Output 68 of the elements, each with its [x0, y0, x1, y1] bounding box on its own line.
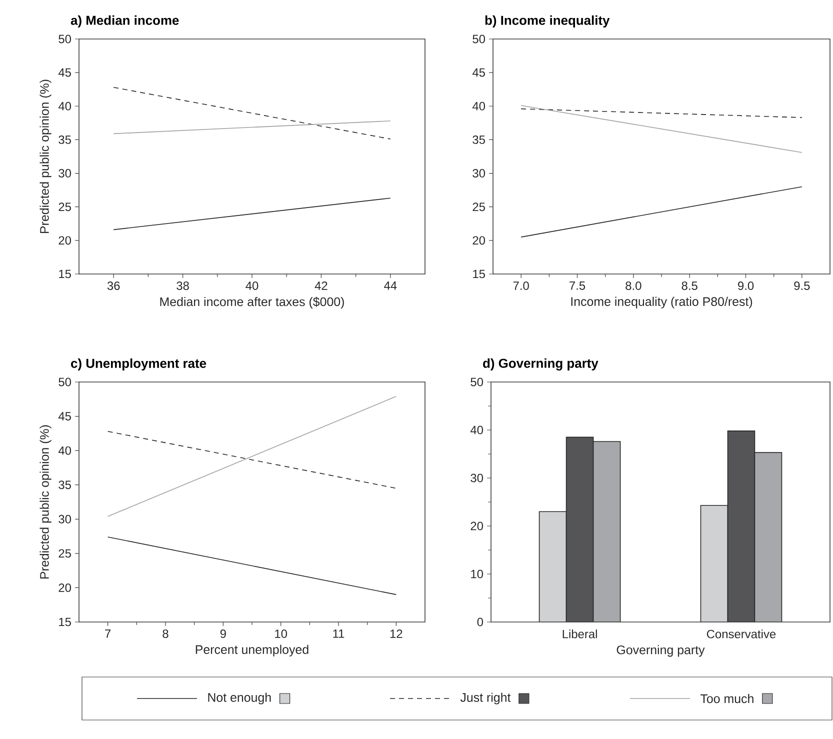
y-tick-label: 15	[59, 270, 71, 278]
x-tick-label: 8.0	[626, 282, 642, 290]
x-tick-label: Liberal	[562, 630, 597, 638]
y-axis-title: Predicted public opinion (%)	[40, 80, 52, 234]
y-tick-label: 10	[471, 570, 484, 578]
bar	[592, 441, 621, 622]
y-tick-label: 50	[58, 34, 72, 44]
bar	[700, 504, 728, 622]
y-tick-label: 30	[470, 474, 484, 482]
legend-label: Not enough	[208, 692, 271, 704]
y-tick-label: 20	[58, 236, 72, 245]
y-axis-title: Predicted public opinion (%)	[40, 425, 52, 579]
y-tick-label: 0	[477, 618, 484, 626]
legend-label: Just right	[460, 692, 511, 704]
x-tick-label: 11	[333, 630, 344, 638]
y-tick-label: 35	[58, 480, 71, 490]
chart-title: c) Unemployment rate	[71, 358, 206, 370]
y-tick-label: 20	[470, 522, 484, 530]
y-tick-label: 50	[470, 378, 484, 386]
x-tick-label: 7.0	[513, 282, 529, 290]
x-tick-label: 42	[314, 282, 328, 290]
x-tick-label: 12	[390, 630, 402, 638]
chart-title: d) Governing party	[483, 358, 598, 371]
y-tick-label: 45	[58, 68, 71, 77]
y-tick-label: 40	[58, 446, 72, 455]
x-axis-title: Percent unemployed	[196, 644, 308, 656]
y-tick-label: 45	[472, 68, 485, 77]
y-tick-label: 15	[59, 618, 71, 626]
bar	[727, 430, 756, 622]
y-tick-label: 30	[58, 514, 72, 524]
y-tick-label: 50	[58, 378, 72, 386]
y-tick-label: 40	[472, 102, 486, 110]
x-tick-label: 36	[107, 282, 120, 290]
y-tick-label: 35	[58, 135, 71, 144]
x-tick-label: 38	[176, 282, 189, 290]
x-tick-label: 7	[105, 630, 111, 638]
bar	[538, 511, 567, 622]
bar	[754, 452, 782, 622]
y-tick-label: 25	[58, 549, 71, 558]
x-tick-label: 9	[220, 630, 226, 638]
y-tick-label: 20	[58, 583, 72, 592]
legend-label: Too much	[700, 694, 754, 704]
y-tick-label: 30	[472, 169, 486, 178]
y-tick-label: 40	[58, 102, 72, 110]
x-tick-label: 8.5	[682, 282, 698, 290]
bar	[566, 436, 594, 622]
y-tick-label: 30	[58, 169, 72, 178]
x-tick-label: 7.5	[570, 282, 586, 290]
x-tick-label: 9.0	[738, 282, 754, 290]
chart-title: a) Median income	[70, 15, 179, 28]
y-tick-label: 50	[472, 34, 486, 44]
x-axis-title: Income inequality (ratio P80/rest)	[571, 296, 752, 308]
chart-title: b) Income inequality	[485, 15, 610, 28]
x-tick-label: 10	[275, 630, 288, 638]
y-tick-label: 40	[470, 426, 484, 434]
y-tick-label: 25	[472, 202, 485, 212]
x-tick-label: 8	[162, 630, 168, 638]
y-tick-label: 35	[472, 135, 485, 144]
x-axis-title: Median income after taxes ($000)	[160, 296, 344, 309]
x-tick-label: 9.5	[794, 282, 810, 290]
x-tick-label: Conservative	[706, 630, 776, 638]
x-tick-label: 40	[246, 282, 258, 290]
y-tick-label: 25	[58, 202, 71, 212]
x-tick-label: 44	[384, 282, 397, 290]
y-tick-label: 20	[472, 236, 486, 245]
x-axis-title: Governing party	[616, 645, 705, 657]
y-tick-label: 45	[58, 412, 71, 420]
y-tick-label: 15	[473, 270, 485, 278]
